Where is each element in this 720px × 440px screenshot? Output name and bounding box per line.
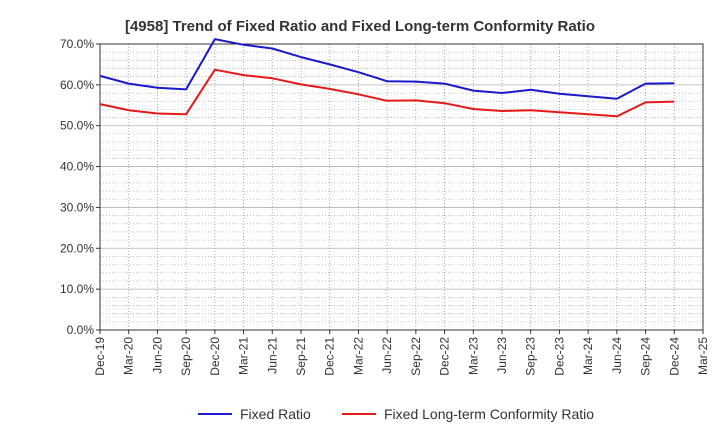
y-axis: 0.0% 10.0% 20.0% 30.0% 40.0% 50.0% 60.0% 70.0% xyxy=(60,37,100,337)
x-tick-label: Mar-23 xyxy=(466,337,480,375)
x-tick-label: Mar-21 xyxy=(237,337,251,375)
grid xyxy=(99,43,704,331)
legend-label: Fixed Ratio xyxy=(240,406,311,422)
y-tick-label: 70.0% xyxy=(60,37,94,51)
y-tick-label: 40.0% xyxy=(60,160,94,174)
x-tick-label: Dec-19 xyxy=(93,337,107,376)
x-tick-label: Dec-23 xyxy=(552,337,566,376)
plot-area xyxy=(99,43,704,331)
x-tick-label: Sep-20 xyxy=(179,337,193,376)
x-tick-label: Dec-22 xyxy=(438,337,452,376)
y-tick-label: 20.0% xyxy=(60,241,94,255)
chart-title: [4958] Trend of Fixed Ratio and Fixed Lo… xyxy=(125,18,595,35)
x-tick-label: Mar-20 xyxy=(122,337,136,375)
x-tick-label: Jun-22 xyxy=(380,337,394,374)
y-tick-label: 0.0% xyxy=(67,323,95,337)
y-tick-label: 50.0% xyxy=(60,119,94,133)
series-lines xyxy=(99,38,675,118)
x-tick-label: Mar-25 xyxy=(696,337,710,375)
x-tick-label: Jun-21 xyxy=(265,337,279,374)
x-tick-label: Jun-23 xyxy=(495,337,509,374)
x-tick-label: Mar-24 xyxy=(581,337,595,375)
series-line-fixed-long-term-conformity-ratio xyxy=(99,68,675,118)
x-tick-label: Mar-22 xyxy=(351,337,365,375)
x-tick-label: Dec-24 xyxy=(667,337,681,376)
y-tick-label: 10.0% xyxy=(60,282,94,296)
x-tick-label: Jun-24 xyxy=(610,337,624,374)
x-tick-label: Sep-22 xyxy=(409,337,423,376)
x-tick-label: Dec-20 xyxy=(208,337,222,376)
series-line-fixed-ratio xyxy=(99,38,675,100)
x-tick-label: Sep-24 xyxy=(639,337,653,376)
x-tick-label: Sep-21 xyxy=(294,337,308,376)
legend-label: Fixed Long-term Conformity Ratio xyxy=(384,406,594,422)
x-tick-label: Sep-23 xyxy=(524,337,538,376)
x-tick-label: Jun-20 xyxy=(150,337,164,374)
y-tick-label: 30.0% xyxy=(60,200,94,214)
legend: Fixed Ratio Fixed Long-term Conformity Ra… xyxy=(198,406,594,422)
y-tick-label: 60.0% xyxy=(60,78,94,92)
x-axis: Dec-19 Mar-20 Jun-20 Sep-20 Dec-20 Mar-21 Jun-… xyxy=(93,330,710,376)
x-tick-label: Dec-21 xyxy=(323,337,337,376)
